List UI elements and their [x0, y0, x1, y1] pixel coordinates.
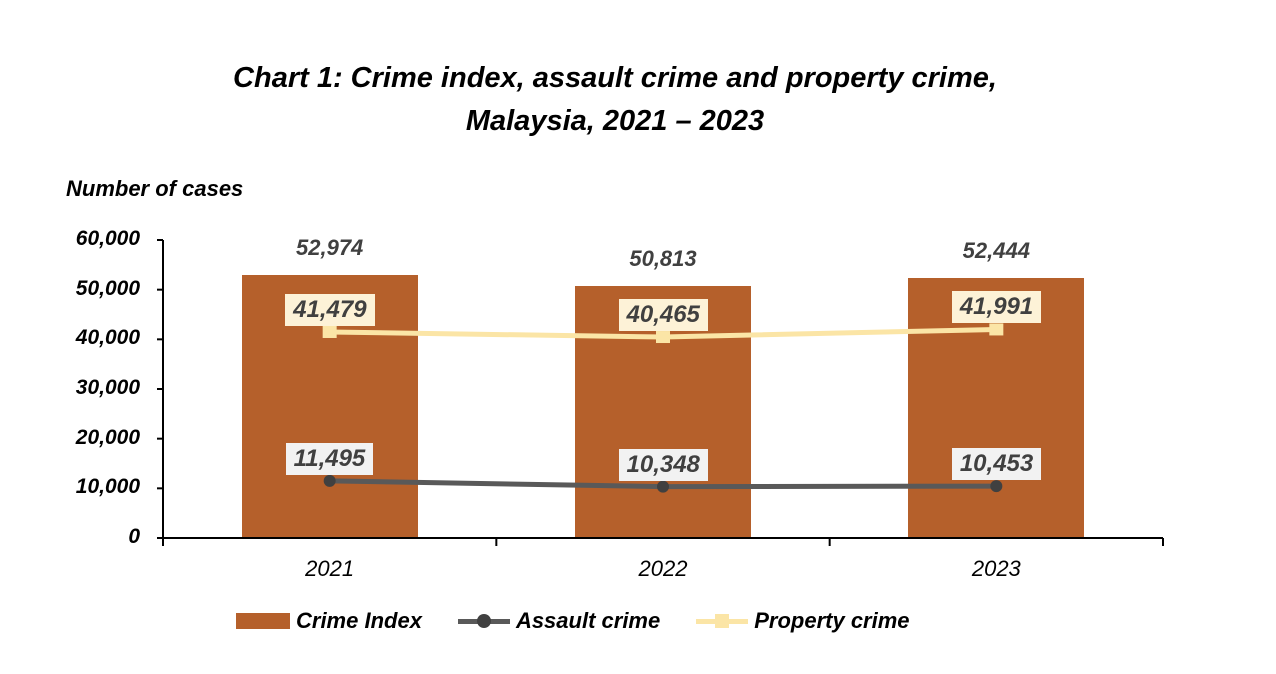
point-value-label: 40,465 — [618, 299, 708, 332]
bar-value-label: 52,444 — [962, 237, 1030, 263]
legend-label: Property crime — [754, 608, 910, 633]
point-value-label: 41,479 — [285, 293, 375, 326]
point-value-label: 10,453 — [951, 448, 1042, 481]
legend-item-property-crime: Property crime — [696, 608, 910, 634]
y-tick-label: 30,000 — [75, 376, 140, 399]
point-value-label: 11,495 — [285, 442, 374, 475]
chart-title-line-2: Malaysia, 2021 – 2023 — [465, 105, 765, 137]
legend-label: Crime Index — [296, 608, 422, 633]
chart-title-line-1: Chart 1: Crime index, assault crime and … — [233, 62, 997, 94]
bar-swatch-icon — [236, 613, 290, 629]
y-tick-label: 40,000 — [75, 326, 140, 350]
legend-item-crime-index: Crime Index — [236, 608, 422, 634]
x-tick-label: 2022 — [638, 556, 688, 581]
y-axis-title: Number of cases — [66, 176, 244, 201]
x-tick-label: 2021 — [305, 556, 355, 581]
square-line-marker-icon — [696, 611, 749, 631]
legend: Crime Index Assault crime Property crime — [236, 608, 946, 634]
point-value-label: 10,348 — [618, 448, 708, 481]
y-tick-label: 20,000 — [75, 425, 140, 449]
legend-label: Assault crime — [515, 608, 661, 633]
y-tick-label: 50,000 — [75, 276, 140, 300]
x-tick-label: 2023 — [971, 556, 1021, 581]
bar-value-label: 50,813 — [629, 245, 697, 271]
legend-item-assault-crime: Assault crime — [457, 608, 661, 634]
point-value-label: 41,991 — [951, 291, 1042, 324]
circle-line-marker-icon — [457, 611, 510, 631]
y-tick-label: 60,000 — [75, 227, 140, 250]
y-tick-label: 0 — [128, 525, 140, 548]
bar-value-label: 52,974 — [296, 234, 364, 260]
y-tick-label: 10,000 — [75, 475, 140, 499]
